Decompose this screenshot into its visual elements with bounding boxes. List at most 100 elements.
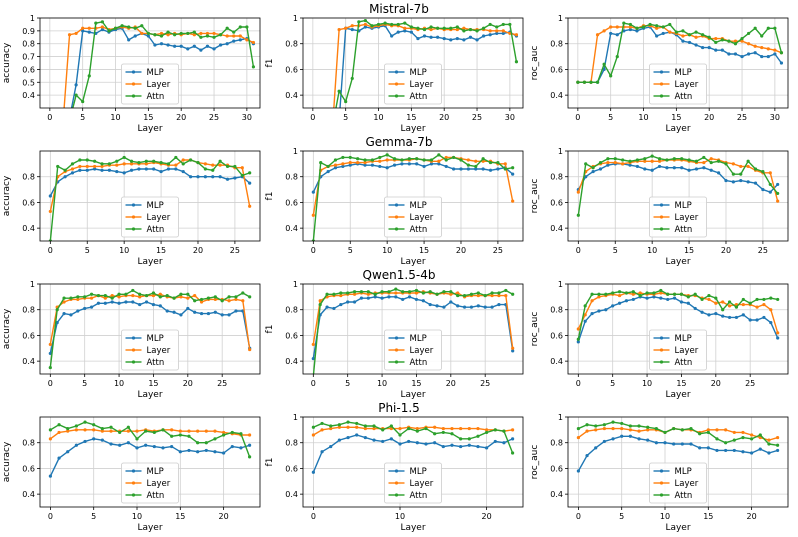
chart-2-2-point-layer: [714, 301, 718, 305]
chart-3-2-xtick-label: 0: [576, 512, 581, 521]
chart-2-0-point-mlp: [234, 309, 238, 313]
chart-3-1: 0 10 20 0.4 0.6 0.8 1 Layer f1 MLP Layer Attn: [265, 413, 524, 533]
chart-1-0-point-layer: [85, 164, 89, 169]
chart-1-1-point-attn: [511, 166, 515, 170]
chart-3-1-point-attn: [511, 451, 515, 455]
chart-3-2-point-mlp: [585, 453, 589, 458]
chart-0-1-point-attn: [488, 22, 492, 27]
chart-3-1-xlabel: Layer: [400, 523, 425, 533]
chart-1-2-xtick-label: 25: [758, 246, 768, 255]
chart-0-2-point-layer: [733, 39, 738, 43]
chart-2-2: 0 5 10 15 20 25 0.4 0.6 0.8 1 Layer roc_auc MLP Layer…: [530, 280, 789, 400]
chart-0-2-xtick-label: 5: [608, 113, 613, 122]
chart-1-2-point-mlp: [643, 167, 647, 171]
chart-3-0-point-layer: [109, 429, 113, 433]
chart-0-1-point-layer: [350, 24, 354, 28]
chart-3-0-point-attn: [230, 430, 234, 435]
chart-3-0-point-mlp: [74, 443, 78, 447]
chart-3-1-point-mlp: [355, 433, 359, 437]
chart-3-0-series-mlp: [48, 437, 252, 478]
chart-2-2-point-attn: [583, 304, 587, 308]
chart-1-2-point-mlp: [598, 167, 603, 171]
chart-3-2-point-attn: [654, 426, 658, 431]
chart-3-0-point-layer: [74, 428, 78, 432]
chart-2-1-point-mlp: [373, 295, 377, 299]
chart-2-2-point-layer: [755, 305, 759, 309]
chart-1-2-point-attn: [643, 157, 647, 161]
chart-0-0-ylabel: accuracy: [2, 42, 12, 83]
chart-3-2-point-attn: [724, 441, 728, 445]
chart-3-2-point-mlp: [576, 469, 580, 473]
chart-3-1-point-mlp: [398, 442, 402, 446]
chart-1-2-point-mlp: [709, 168, 713, 172]
chart-3-1-point-mlp: [493, 439, 497, 444]
chart-1-0-point-attn: [122, 155, 126, 160]
chart-1-2-point-mlp: [628, 163, 632, 167]
chart-1-1-point-attn: [400, 158, 404, 162]
chart-0-0-point-attn: [140, 24, 144, 28]
chart-2-2-point-mlp: [617, 301, 622, 305]
chart-1-1-point-layer: [311, 213, 315, 217]
chart-2-0-point-layer: [110, 293, 114, 298]
chart-1-0-point-mlp: [70, 171, 75, 175]
chart-2-1-point-attn: [497, 291, 501, 295]
chart-0-2-point-attn: [707, 35, 711, 39]
chart-1-1-point-mlp: [444, 164, 448, 169]
chart-3-0-point-mlp: [83, 439, 87, 444]
chart-2-2-point-attn: [714, 296, 718, 300]
chart-1-2-series-mlp: [576, 162, 780, 194]
chart-2-1-point-attn: [407, 290, 412, 294]
chart-3-0-point-attn: [135, 437, 139, 441]
chart-1-2-point-attn: [761, 169, 765, 174]
chart-3-0-point-attn: [248, 455, 252, 459]
chart-2-0-point-mlp: [179, 313, 183, 317]
chart-2-1-point-mlp: [421, 299, 425, 303]
chart-0-0-point-mlp: [192, 44, 196, 48]
chart-3-2-point-attn: [663, 430, 667, 435]
chart-3-2-point-mlp: [724, 448, 728, 453]
chart-3-2-point-attn: [602, 423, 606, 427]
chart-1-2-xlabel: Layer: [665, 257, 690, 267]
chart-3-1-point-mlp: [459, 444, 463, 449]
chart-0-1-point-attn: [495, 25, 499, 29]
chart-1-0-point-attn: [129, 159, 134, 163]
chart-2-0-point-mlp: [206, 311, 211, 316]
chart-2-2-ylabel: roc_auc: [530, 312, 540, 347]
chart-1-2-point-mlp: [584, 175, 588, 179]
chart-2-0-point-layer: [151, 293, 156, 298]
chart-0-1-frame: [302, 17, 524, 109]
chart-0-1-point-mlp: [350, 27, 354, 32]
chart-3-1-point-attn: [415, 429, 419, 433]
chart-0-1-point-mlp: [468, 35, 473, 39]
chart-0-0-point-attn: [120, 24, 124, 28]
chart-1-1-point-attn: [341, 155, 345, 160]
group-title-phi: Phi-1.5: [378, 401, 420, 415]
chart-3-1-point-layer: [363, 426, 367, 431]
chart-0-2-legend-marker-layer: [659, 82, 664, 86]
chart-2-0-point-layer: [227, 299, 231, 303]
chart-3-0-legend-marker-mlp: [131, 469, 136, 473]
chart-3-1-point-mlp: [467, 443, 471, 447]
chart-3-2-point-attn: [698, 432, 702, 436]
chart-2-0-xtick-label: 10: [114, 379, 124, 388]
chart-2-2-ytick-label: 0.8: [550, 306, 563, 315]
chart-2-1-xlabel: Layer: [400, 390, 425, 400]
chart-0-2-point-layer: [668, 30, 672, 34]
chart-1-2-xtick-label: 5: [613, 246, 618, 255]
chart-3-2-point-mlp: [698, 446, 702, 450]
chart-2-0-ytick-label: 0.8: [22, 306, 35, 315]
chart-3-0-point-attn: [187, 434, 191, 438]
chart-3-0-point-mlp: [187, 448, 191, 453]
chart-3-0-point-mlp: [135, 446, 139, 450]
chart-1-0-point-layer: [93, 164, 97, 169]
chart-3-1-point-layer: [485, 428, 489, 432]
chart-2-1-point-mlp: [442, 305, 446, 309]
chart-0-0-legend-marker-layer: [131, 82, 136, 86]
chart-3-1-point-mlp: [407, 439, 411, 444]
chart-1-2-point-mlp: [753, 181, 758, 185]
chart-1-0-legend-label-attn: Attn: [147, 225, 165, 235]
chart-1-0-point-mlp: [248, 181, 252, 185]
group-title-gemma: Gemma-7b: [366, 135, 433, 149]
chart-3-1-point-mlp: [311, 470, 315, 474]
chart-2-2-point-mlp: [700, 310, 704, 314]
